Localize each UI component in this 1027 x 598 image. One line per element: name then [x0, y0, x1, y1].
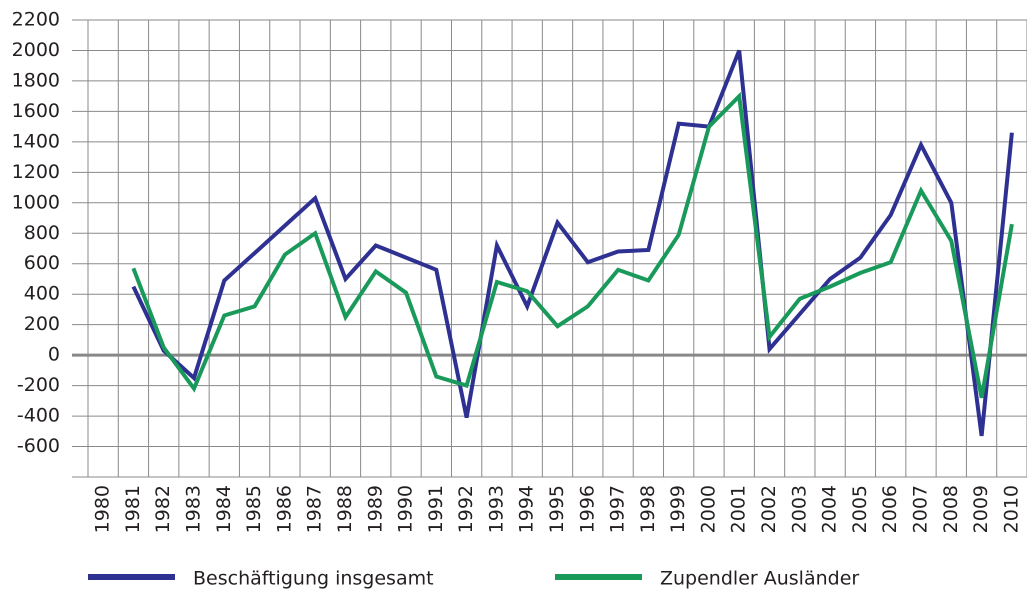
x-tick-label: 1987 [304, 485, 326, 533]
y-tick-label: -400 [17, 405, 60, 427]
x-tick-label: 1991 [425, 485, 447, 533]
x-tick-label: 1993 [485, 485, 507, 533]
y-tick-label: 1400 [12, 130, 60, 152]
x-tick-label: 1992 [455, 485, 477, 533]
x-tick-label: 2005 [849, 485, 871, 533]
x-tick-label: 1986 [273, 485, 295, 533]
series-line [131, 49, 1014, 437]
y-tick-label: 0 [48, 344, 60, 366]
x-tick-label: 1985 [243, 485, 265, 533]
x-tick-label: 1981 [122, 485, 144, 533]
x-tick-label: 2000 [697, 485, 719, 533]
y-tick-label: 800 [24, 222, 60, 244]
x-tick-label: 1982 [152, 485, 174, 533]
x-tick-label: 2001 [728, 485, 750, 533]
x-tick-label: 1983 [183, 485, 205, 533]
series-line [131, 91, 1014, 399]
x-tick-label: 1996 [576, 485, 598, 533]
x-tick-label: 1980 [92, 485, 114, 533]
x-tick-label: 2008 [940, 485, 962, 533]
x-tick-label: 2003 [788, 485, 810, 533]
x-tick-label: 1990 [395, 485, 417, 533]
x-tick-label: 2010 [1000, 485, 1022, 533]
x-tick-label: 1988 [334, 485, 356, 533]
x-tick-label: 2002 [758, 485, 780, 533]
y-tick-label: -600 [17, 435, 60, 457]
y-tick-label: -200 [17, 374, 60, 396]
x-tick-label: 2004 [819, 485, 841, 533]
x-tick-label: 2009 [970, 485, 992, 533]
x-tick-label: 1995 [546, 485, 568, 533]
y-tick-label: 200 [24, 313, 60, 335]
x-tick-label: 2006 [879, 485, 901, 533]
legend-label: Zupendler Ausländer [660, 568, 859, 590]
x-tick-label: 2007 [909, 485, 931, 533]
y-tick-label: 400 [24, 283, 60, 305]
y-tick-label: 1200 [12, 161, 60, 183]
x-tick-label: 1998 [637, 485, 659, 533]
x-tick-label: 1994 [516, 485, 538, 533]
x-tick-label: 1984 [213, 485, 235, 533]
y-tick-label: 1800 [12, 69, 60, 91]
x-tick-label: 1997 [607, 485, 629, 533]
y-tick-label: 1000 [12, 191, 60, 213]
y-tick-label: 600 [24, 252, 60, 274]
y-tick-label: 2000 [12, 39, 60, 61]
x-tick-label: 1999 [667, 485, 689, 533]
x-tick-label: 1989 [364, 485, 386, 533]
y-tick-label: 2200 [12, 9, 60, 31]
legend-label: Beschäftigung insgesamt [193, 568, 434, 590]
y-tick-label: 1600 [12, 100, 60, 122]
